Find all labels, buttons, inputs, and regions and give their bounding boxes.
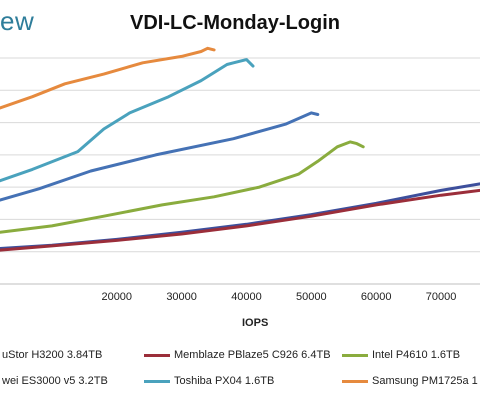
legend-item-huawei: wei ES3000 v5 3.2TB [0, 373, 108, 389]
legend-label: Samsung PM1725a 1 [372, 375, 478, 387]
legend-swatch [342, 379, 368, 383]
x-tick-label: 20000 [101, 291, 132, 303]
legend-swatch [144, 379, 170, 383]
line-chart: 20000 30000 40000 50000 60000 70000 [0, 46, 480, 303]
legend-label: Memblaze PBlaze5 C926 6.4TB [174, 349, 331, 361]
legend-label: wei ES3000 v5 3.2TB [2, 375, 108, 387]
chart-legend: uStor H3200 3.84TB Memblaze PBlaze5 C926… [0, 340, 480, 400]
legend-swatch [342, 353, 368, 357]
legend-item-intel: Intel P4610 1.6TB [342, 347, 460, 363]
legend-item-memblaze: Memblaze PBlaze5 C926 6.4TB [144, 347, 331, 363]
legend-label: uStor H3200 3.84TB [2, 349, 103, 361]
series-line-1 [0, 188, 480, 252]
x-axis-label: IOPS [242, 317, 269, 329]
series-line-5 [0, 46, 216, 110]
series-line-4 [0, 58, 255, 183]
x-tick-label: 50000 [296, 291, 327, 303]
series-line-2 [0, 140, 365, 234]
x-tick-label: 40000 [231, 291, 262, 303]
series-line-0 [0, 182, 480, 250]
chart-title: VDI-LC-Monday-Login [130, 12, 340, 34]
legend-item-ustor: uStor H3200 3.84TB [0, 347, 102, 363]
x-tick-label: 70000 [426, 291, 457, 303]
x-tick-label: 30000 [166, 291, 197, 303]
x-tick-label: 60000 [361, 291, 392, 303]
series-line-3 [0, 111, 320, 202]
legend-item-toshiba: Toshiba PX04 1.6TB [144, 373, 274, 389]
logo-text: ew [0, 6, 35, 36]
legend-item-samsung: Samsung PM1725a 1 [342, 373, 478, 389]
legend-swatch [144, 353, 170, 357]
legend-label: Toshiba PX04 1.6TB [174, 375, 275, 387]
legend-label: Intel P4610 1.6TB [372, 349, 461, 361]
